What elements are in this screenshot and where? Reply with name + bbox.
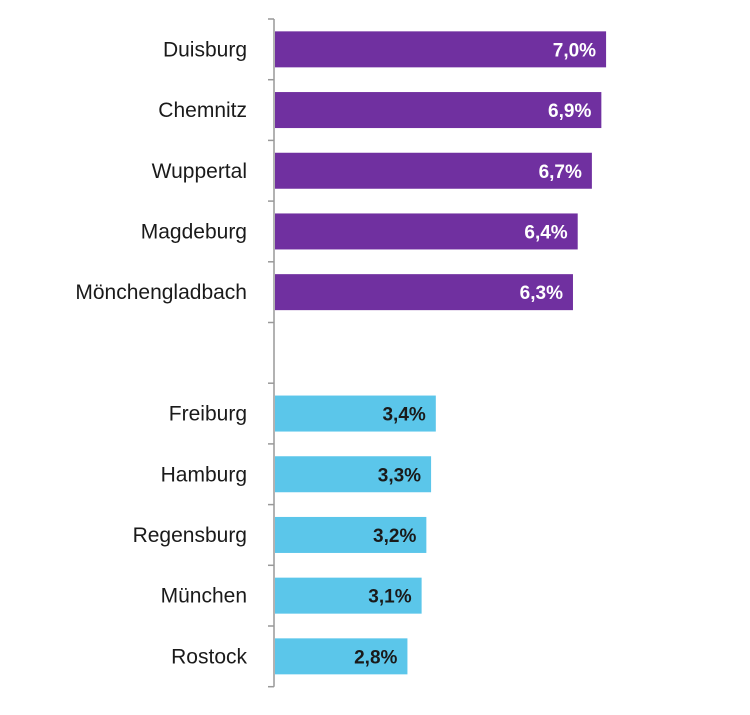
data-label: 3,2%: [373, 526, 416, 547]
data-label: 3,3%: [378, 465, 421, 486]
bars-group: [275, 31, 607, 675]
bar: [275, 274, 573, 311]
category-label: Freiburg: [169, 403, 247, 426]
category-label: München: [161, 585, 247, 608]
data-label: 7,0%: [553, 40, 596, 61]
data-label: 3,1%: [368, 587, 411, 608]
category-label: Chemnitz: [158, 99, 247, 122]
category-label: Wuppertal: [152, 160, 247, 183]
bar: [275, 92, 602, 129]
category-axis: [268, 18, 275, 688]
data-label: 6,9%: [548, 101, 591, 122]
category-label: Regensburg: [133, 524, 247, 547]
data-label: 6,4%: [524, 222, 567, 243]
category-label: Duisburg: [163, 38, 247, 61]
category-label: Hamburg: [161, 463, 247, 486]
category-label: Rostock: [171, 645, 247, 668]
bar: [275, 213, 578, 250]
data-label: 6,7%: [539, 162, 582, 183]
bar: [275, 516, 427, 553]
data-label: 3,4%: [382, 405, 425, 426]
bar: [275, 395, 436, 432]
category-label: Mönchengladbach: [75, 281, 247, 304]
bar: [275, 31, 607, 68]
bar: [275, 456, 432, 493]
data-label: 6,3%: [520, 283, 563, 304]
bar: [275, 638, 408, 675]
bar: [275, 152, 592, 189]
labels-group: Duisburg 7,0% Chemnitz 6,9% Wuppertal 6,7% Mag…: [75, 38, 596, 668]
category-label: Magdeburg: [141, 220, 247, 243]
bar: [275, 577, 422, 614]
data-label: 2,8%: [354, 647, 397, 668]
